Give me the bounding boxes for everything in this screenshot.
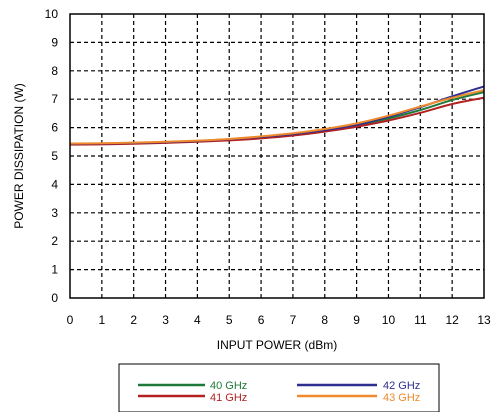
grid [70, 14, 484, 298]
legend-label: 43 GHz [383, 392, 420, 404]
x-tick-label: 13 [477, 313, 491, 327]
x-tick-label: 1 [99, 313, 106, 327]
legend-box [118, 363, 440, 412]
y-tick-label: 4 [51, 177, 58, 191]
legend-label: 42 GHz [383, 380, 420, 392]
y-tick-label: 3 [51, 206, 58, 220]
y-tick-label: 7 [51, 92, 58, 106]
y-tick-label: 2 [51, 234, 58, 248]
y-tick-labels: 0 1 2 3 4 5 6 7 8 9 10 [45, 7, 59, 305]
y-tick-label: 6 [51, 121, 58, 135]
y-axis-title: POWER DISSIPATION (W) [12, 83, 26, 229]
plot-border [69, 13, 485, 299]
x-tick-label: 12 [445, 313, 459, 327]
series-line-43-ghz [69, 89, 485, 145]
x-tick-label: 11 [414, 313, 427, 327]
x-tick-label: 6 [258, 313, 265, 327]
series-lines [69, 85, 485, 146]
x-tick-label: 10 [382, 313, 396, 327]
x-tick-label: 5 [226, 313, 233, 327]
x-tick-labels: 0 1 2 3 4 5 6 7 8 9 10 11 12 13 [67, 313, 491, 327]
y-tick-label: 9 [51, 35, 58, 49]
x-tick-label: 7 [290, 313, 297, 327]
legend-label: 40 GHz [210, 380, 247, 392]
y-tick-label: 10 [45, 7, 59, 21]
legend-label: 41 GHz [210, 392, 247, 404]
y-tick-label: 1 [51, 263, 58, 277]
y-tick-label: 0 [51, 291, 58, 305]
y-tick-label: 8 [51, 64, 58, 78]
x-tick-label: 8 [321, 313, 328, 327]
x-axis-title: INPUT POWER (dBm) [217, 338, 337, 352]
x-tick-label: 2 [130, 313, 137, 327]
x-tick-label: 0 [67, 313, 74, 327]
x-tick-label: 9 [353, 313, 360, 327]
x-tick-label: 4 [194, 313, 201, 327]
y-tick-label: 5 [51, 149, 58, 163]
x-tick-label: 3 [162, 313, 169, 327]
